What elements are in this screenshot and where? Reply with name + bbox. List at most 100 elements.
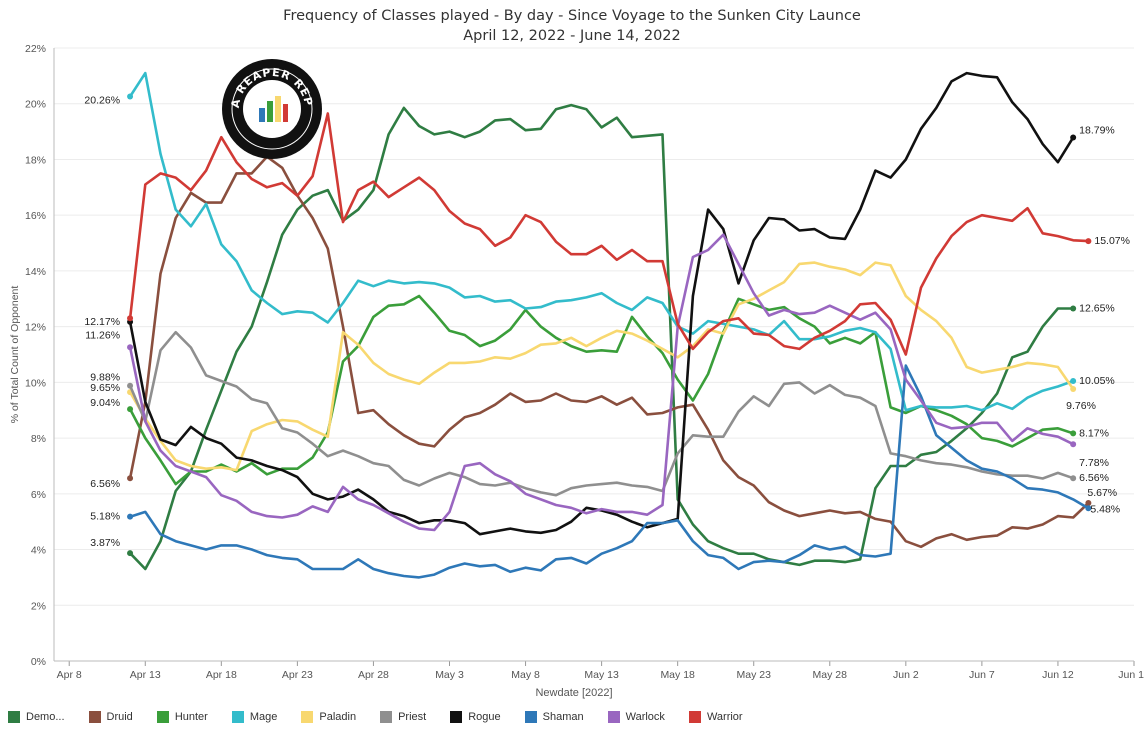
start-point-warlock [127,344,134,351]
start-label-druid: 6.56% [90,478,120,490]
end-label-warlock: 7.78% [1079,457,1109,469]
series-line-warrior [128,112,1089,356]
legend-swatch [156,711,169,723]
legend-item[interactable]: Shaman [524,711,584,723]
y-tick-label: 2% [31,600,46,612]
y-tick-label: 6% [31,489,46,501]
x-tick-label: Apr 8 [57,669,82,681]
y-tick-label: 4% [31,545,46,557]
x-tick-label: Apr 23 [282,669,313,681]
legend-label: Warlock [625,711,665,723]
data-labels: 3.87% 12.65% 6.56% 5.67% 9.04% 8.17% 20.26% 10.… [84,94,1130,549]
y-axis-title: % of Total Count of Opponent [9,286,21,424]
x-tick-label: Jun 7 [969,669,995,681]
end-point-hunter [1070,430,1077,437]
start-point-warrior [127,315,134,322]
end-label-demo: 12.65% [1079,303,1115,315]
legend-item[interactable]: Warrior [688,711,743,723]
legend-swatch [88,711,101,723]
x-tick-label: Apr 18 [206,669,237,681]
end-label-paladin: 9.76% [1066,400,1096,412]
series-line-priest [128,330,1074,497]
legend-item[interactable]: Warlock [607,711,665,723]
end-label-hunter: 8.17% [1079,427,1109,439]
end-label-rogue: 18.79% [1079,124,1115,136]
start-point-demo [127,550,134,557]
legend-swatch [450,711,463,723]
line-chart: 0% 2% 4% 6% 8% 10% 12% 14% 16% 18% 20% 22% Apr 8 Apr … [9,43,1144,699]
end-point-rogue [1070,134,1077,141]
legend-swatch [380,711,393,723]
legend-label: Priest [398,711,427,723]
y-tick-label: 8% [31,433,46,445]
y-tick-label: 20% [25,99,46,111]
start-label-priest: 9.88% [90,372,120,384]
end-label-mage: 10.05% [1079,375,1115,387]
x-tick-label: Jun 2 [893,669,919,681]
y-tick-label: 22% [25,43,46,55]
chart-subtitle: April 12, 2022 - June 14, 2022 [463,28,681,44]
end-point-demo [1070,305,1077,312]
x-tick-label: May 3 [435,669,464,681]
legend-label: Druid [106,711,133,723]
series-line-rogue [128,71,1075,536]
legend-item[interactable]: Druid [88,711,133,723]
y-tick-label: 18% [25,154,46,166]
legend-label: Shaman [542,711,584,723]
x-axis-title: Newdate [2022] [535,687,612,699]
legend-label: Paladin [319,711,357,723]
y-tick-label: 10% [25,377,46,389]
legend-item[interactable]: Mage [231,711,278,723]
end-point-paladin [1070,386,1077,393]
legend-item[interactable]: Demo... [8,711,65,723]
end-label-druid: 5.67% [1087,487,1117,499]
legend-item[interactable]: Hunter [156,711,208,723]
legend-swatch [8,711,20,723]
start-point-shaman [127,513,134,520]
legend-item[interactable]: Rogue [450,711,501,723]
end-point-mage [1070,377,1077,384]
legend-swatch [524,711,537,723]
series-line-shaman [129,364,1090,579]
end-label-warrior: 15.07% [1094,235,1130,247]
x-tick-label: May 18 [660,669,695,681]
legend-swatch [607,711,620,723]
legend-label: Mage [249,711,278,723]
gridlines [54,47,1134,662]
end-point-druid [1085,500,1092,507]
legend: Demo... Druid Hunter Mage Paladin Priest Rogue… [8,711,767,723]
series-line-hunter [128,294,1074,486]
legend-item[interactable]: Paladin [301,711,356,723]
start-point-druid [127,475,134,482]
start-label-paladin: 9.65% [90,382,120,394]
end-point-warrior [1085,238,1092,245]
series-line-mage [129,71,1074,412]
start-point-priest [127,382,134,389]
start-label-warlock: 11.26% [85,329,120,341]
end-label-shaman: 5.48% [1090,503,1120,515]
chart-title: Frequency of Classes played - By day - S… [283,8,861,24]
end-point-shaman [1085,505,1092,512]
legend-swatch [301,711,314,723]
y-tick-label: 14% [25,266,46,278]
x-tick-label: May 13 [584,669,619,681]
x-tick-label: May 8 [511,669,540,681]
y-tick-label: 12% [25,322,46,334]
start-label-hunter: 9.04% [90,397,120,409]
start-label-rogue: 12.17% [84,316,120,328]
x-tick-label: Jun 12 [1042,669,1074,681]
y-tick-label: 16% [25,210,46,222]
start-point-hunter [127,406,134,413]
end-point-warlock [1070,441,1077,448]
legend-swatch [231,711,244,723]
legend-item[interactable]: Priest [380,711,426,723]
x-tick-label: Apr 28 [358,669,389,681]
data-reaper-logo: DATA REAPER REPORT [221,58,323,160]
axes: 0% 2% 4% 6% 8% 10% 12% 14% 16% 18% 20% 22% Apr 8 Apr … [9,43,1144,699]
start-point-mage [127,93,134,100]
end-label-priest: 6.56% [1079,472,1109,484]
legend-label: Hunter [174,711,208,723]
legend-label: Demo... [26,711,65,723]
start-label-demo: 3.87% [90,537,120,549]
end-point-priest [1070,475,1077,482]
